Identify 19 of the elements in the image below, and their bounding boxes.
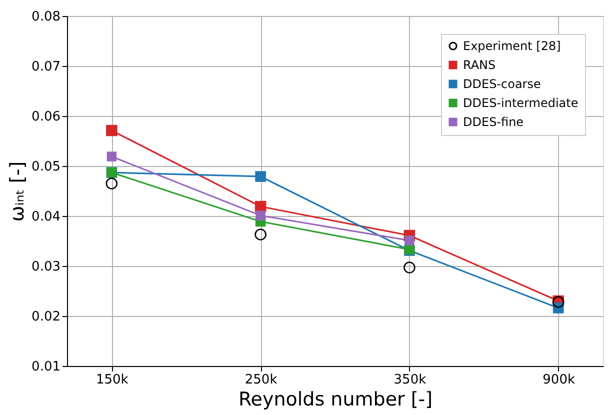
y-tick-label: 0.02: [32, 310, 60, 324]
legend-label: DDES-fine: [463, 115, 524, 129]
x-tick-label: 250k: [244, 372, 278, 388]
y-tick-label: 0.07: [32, 60, 60, 74]
y-tick-label: 0.06: [32, 110, 60, 124]
y-axis-title: ωᵢₙₜ [-]: [6, 161, 29, 222]
legend-label: DDES-intermediate: [463, 96, 578, 110]
x-tick-label: 900k: [542, 372, 576, 388]
legend-label: RANS: [463, 58, 496, 72]
x-axis-title: Reynolds number [-]: [238, 388, 433, 410]
y-tick-label: 0.05: [32, 160, 60, 174]
y-tick-label: 0.04: [32, 210, 60, 224]
y-tick-label: 0.01: [32, 360, 60, 374]
y-tick-label: 0.03: [32, 260, 60, 274]
legend-label: Experiment [28]: [463, 39, 561, 53]
x-tick-label: 150k: [96, 372, 129, 388]
y-tick-label: 0.08: [32, 10, 60, 24]
legend-label: DDES-coarse: [463, 77, 541, 91]
x-tick-label: 350k: [394, 372, 427, 388]
